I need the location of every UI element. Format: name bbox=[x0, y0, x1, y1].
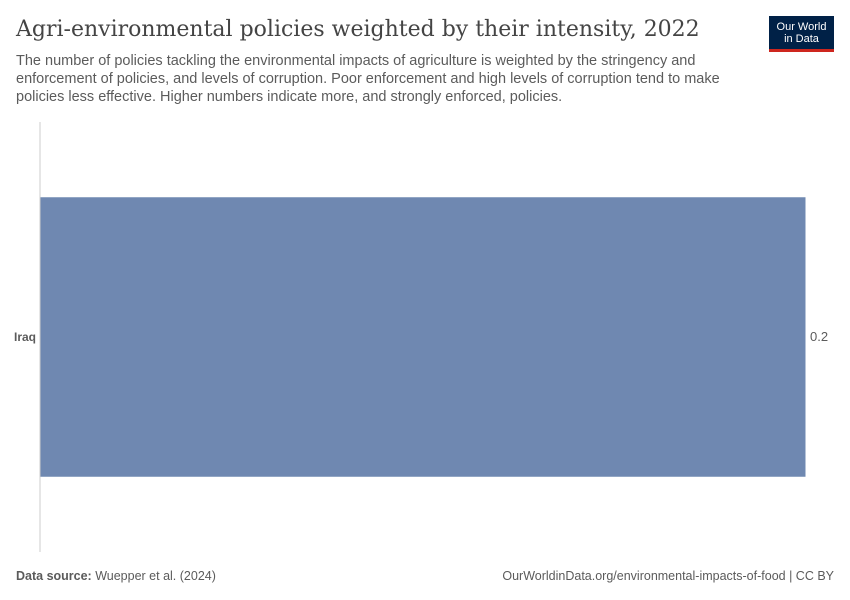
data-source-label: Data source: bbox=[16, 569, 92, 583]
logo-line-1: Our World bbox=[776, 20, 827, 33]
logo-line-2: in Data bbox=[784, 32, 819, 45]
credit-link[interactable]: OurWorldinData.org/environmental-impacts… bbox=[502, 569, 834, 583]
chart-subtitle: The number of policies tackling the envi… bbox=[16, 53, 720, 105]
bar-chart: Iraq 0.2 bbox=[14, 122, 828, 552]
value-label: 0.2 bbox=[810, 329, 828, 344]
category-label: Iraq bbox=[14, 330, 36, 344]
owid-logo[interactable]: Our World in Data bbox=[769, 16, 834, 52]
data-source-text: Wuepper et al. (2024) bbox=[91, 569, 216, 583]
bar-iraq[interactable] bbox=[40, 197, 806, 477]
bars-group: Iraq 0.2 bbox=[14, 197, 828, 477]
data-source: Data source: Wuepper et al. (2024) bbox=[16, 569, 216, 583]
chart-title: Agri-environmental policies weighted by … bbox=[16, 17, 700, 42]
